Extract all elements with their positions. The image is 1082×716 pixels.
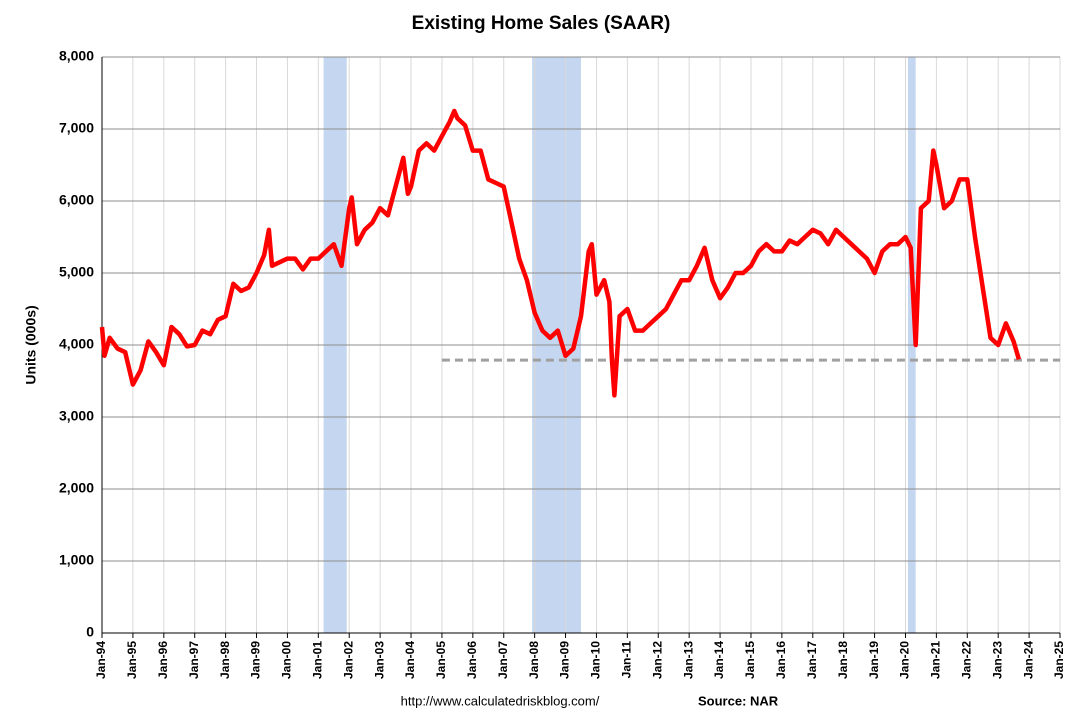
series-line [99,108,1022,398]
x-tick-label: Jan-18 [836,641,850,679]
y-tick-label: 6,000 [59,192,94,208]
x-tick-label: Jan-95 [125,641,139,679]
x-tick-label: Jan-03 [372,641,386,679]
x-tick-label: Jan-97 [187,641,201,679]
y-tick-label: 7,000 [59,120,94,136]
x-tick-label: Jan-00 [280,641,294,679]
y-tick-label: 3,000 [59,408,94,424]
y-tick-label: 1,000 [59,552,94,568]
x-tick-label: Jan-11 [620,641,634,679]
x-tick-label: Jan-12 [650,641,664,679]
footer-source: Source: NAR [698,693,779,708]
x-tick-label: Jan-22 [959,641,973,679]
x-tick-label: Jan-06 [465,641,479,679]
chart-title: Existing Home Sales (SAAR) [412,13,671,34]
x-tick-label: Jan-25 [1052,641,1066,679]
x-tick-label: Jan-19 [867,641,881,679]
x-tick-label: Jan-07 [496,641,510,679]
x-tick-label: Jan-17 [805,641,819,679]
x-tick-label: Jan-24 [1021,641,1035,679]
x-tick-label: Jan-05 [434,641,448,679]
x-tick-label: Jan-15 [743,641,757,679]
x-tick-label: Jan-96 [156,641,170,679]
x-tick-label: Jan-14 [712,641,726,679]
x-tick-label: Jan-04 [403,641,417,679]
x-tick-label: Jan-98 [218,641,232,679]
x-tick-label: Jan-02 [341,641,355,679]
y-tick-label: 5,000 [59,264,94,280]
x-tick-label: Jan-99 [249,641,263,679]
x-tick-label: Jan-01 [310,641,324,679]
x-tick-label: Jan-21 [929,641,943,679]
x-tick-label: Jan-13 [681,641,695,679]
y-tick-label: 2,000 [59,480,94,496]
x-tick-label: Jan-20 [898,641,912,679]
x-tick-label: Jan-09 [558,641,572,679]
y-axis-label: Units (000s) [23,305,39,384]
x-tick-label: Jan-08 [527,641,541,679]
x-tick-label: Jan-94 [94,641,108,679]
y-tick-label: 0 [86,624,94,640]
footer-url: http://www.calculatedriskblog.com/ [401,693,600,708]
y-tick-label: 8,000 [59,48,94,64]
x-tick-label: Jan-16 [774,641,788,679]
y-tick-label: 4,000 [59,336,94,352]
x-tick-label: Jan-10 [589,641,603,679]
x-tick-label: Jan-23 [990,641,1004,679]
